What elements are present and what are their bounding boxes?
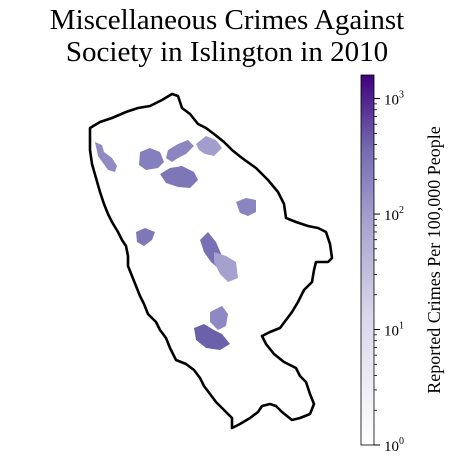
borough-boundary	[88, 92, 334, 430]
colorbar-tick-label: 100	[384, 436, 404, 455]
crime-area	[139, 148, 164, 170]
colorbar-ticks: 103 102 101 100	[374, 90, 404, 455]
colorbar-tick-label: 103	[384, 90, 404, 109]
crime-area	[194, 324, 230, 350]
map-title-line-2: Society in Islington in 2010	[65, 36, 389, 68]
crime-area	[236, 198, 256, 216]
colorbar-gradient	[360, 74, 375, 446]
map-title-line-1: Miscellaneous Crimes Against	[49, 4, 405, 36]
colorbar-label: Reported Crimes Per 100,000 People	[424, 126, 444, 393]
crime-area	[95, 142, 117, 172]
crime-area	[196, 136, 222, 156]
colorbar-tick-label: 101	[384, 321, 404, 340]
crime-area	[166, 140, 194, 162]
crime-area	[136, 228, 155, 246]
crime-area	[214, 252, 238, 282]
crime-areas	[95, 136, 256, 350]
crime-area	[210, 306, 228, 330]
crime-area	[160, 166, 198, 188]
colorbar: 103 102 101 100 Reported Crimes Per 100,000…	[360, 74, 444, 455]
map-title: Miscellaneous Crimes Against Society in …	[0, 4, 454, 68]
colorbar-tick-label: 102	[384, 205, 404, 224]
